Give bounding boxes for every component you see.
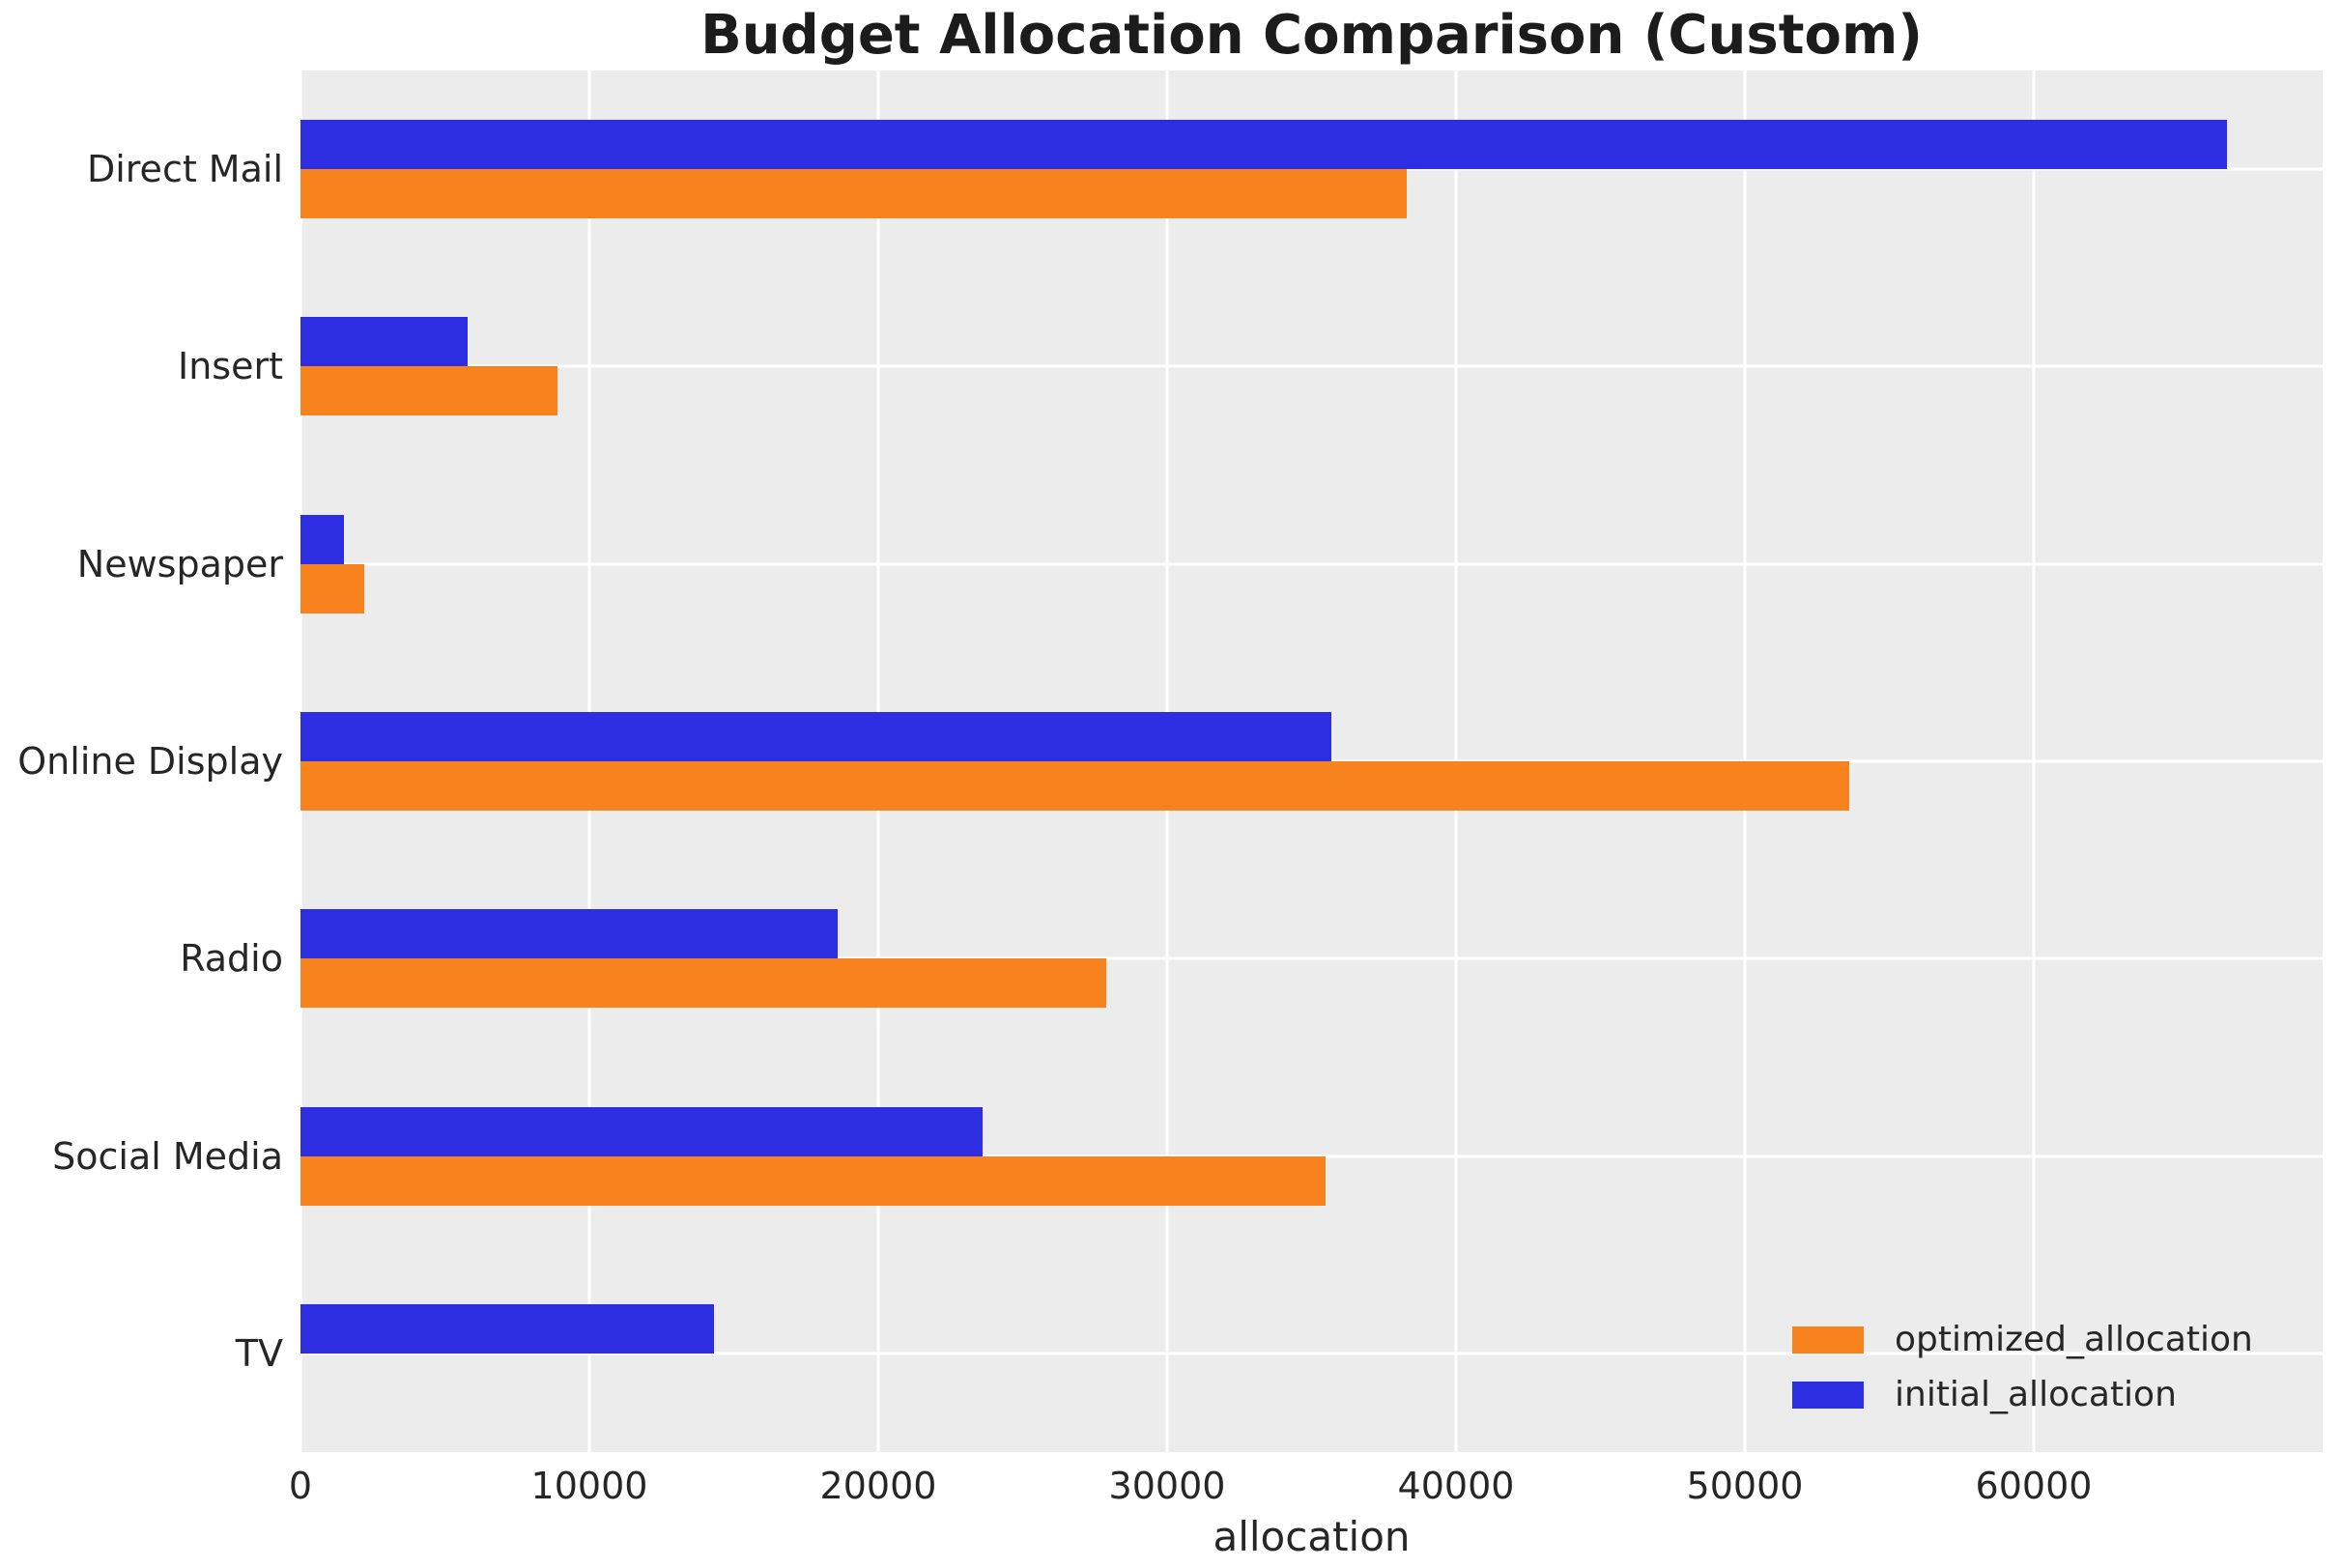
x-tick-label: 40000 xyxy=(1397,1465,1515,1507)
y-tick-label: Direct Mail xyxy=(86,148,283,191)
bar-optimized_allocation-online-display xyxy=(300,761,1849,812)
bar-optimized_allocation-social-media xyxy=(300,1155,1327,1206)
bar-initial_allocation-direct-mail xyxy=(300,120,2228,170)
bar-initial_allocation-social-media xyxy=(300,1106,983,1156)
legend-swatch-optimized-allocation xyxy=(1792,1326,1864,1354)
x-tick-label: 30000 xyxy=(1108,1465,1226,1507)
x-tick-label: 50000 xyxy=(1686,1465,1804,1507)
legend-item-initial: initial_allocation xyxy=(1792,1367,2253,1422)
bar-initial_allocation-insert xyxy=(300,317,469,367)
y-tick-label: TV xyxy=(235,1331,283,1375)
bar-initial_allocation-tv xyxy=(300,1303,714,1354)
legend: optimized_allocation initial_allocation xyxy=(1792,1312,2253,1422)
x-tick-label: 20000 xyxy=(819,1465,937,1507)
bar-optimized_allocation-radio xyxy=(300,958,1107,1009)
legend-label-optimized-allocation: optimized_allocation xyxy=(1895,1320,2253,1359)
legend-swatch-initial-allocation xyxy=(1792,1381,1864,1409)
y-tick-label: Insert xyxy=(178,345,283,388)
bar-initial_allocation-newspaper xyxy=(300,514,344,564)
gridline-horizontal xyxy=(300,562,2323,566)
gridline-horizontal xyxy=(300,364,2323,368)
legend-label-initial-allocation: initial_allocation xyxy=(1895,1375,2177,1414)
gridline-horizontal xyxy=(300,1352,2323,1355)
x-tick-label: 10000 xyxy=(530,1465,648,1507)
x-axis-title: allocation xyxy=(1213,1513,1411,1560)
x-tick-label: 60000 xyxy=(1975,1465,2093,1507)
x-tick-label: 0 xyxy=(288,1465,313,1507)
y-tick-label: Newspaper xyxy=(76,542,283,585)
plot-area xyxy=(300,71,2323,1452)
y-tick-label: Online Display xyxy=(17,740,283,783)
bar-optimized_allocation-insert xyxy=(300,366,558,416)
y-tick-label: Radio xyxy=(180,937,283,981)
legend-item-optimized: optimized_allocation xyxy=(1792,1312,2253,1367)
gridline-horizontal xyxy=(300,956,2323,960)
bar-optimized_allocation-direct-mail xyxy=(300,169,1408,219)
bar-initial_allocation-radio xyxy=(300,909,839,959)
y-tick-label: Social Media xyxy=(52,1134,283,1178)
chart-title: Budget Allocation Comparison (Custom) xyxy=(700,4,1923,67)
bar-optimized_allocation-newspaper xyxy=(300,563,364,613)
bar-initial_allocation-online-display xyxy=(300,711,1332,761)
